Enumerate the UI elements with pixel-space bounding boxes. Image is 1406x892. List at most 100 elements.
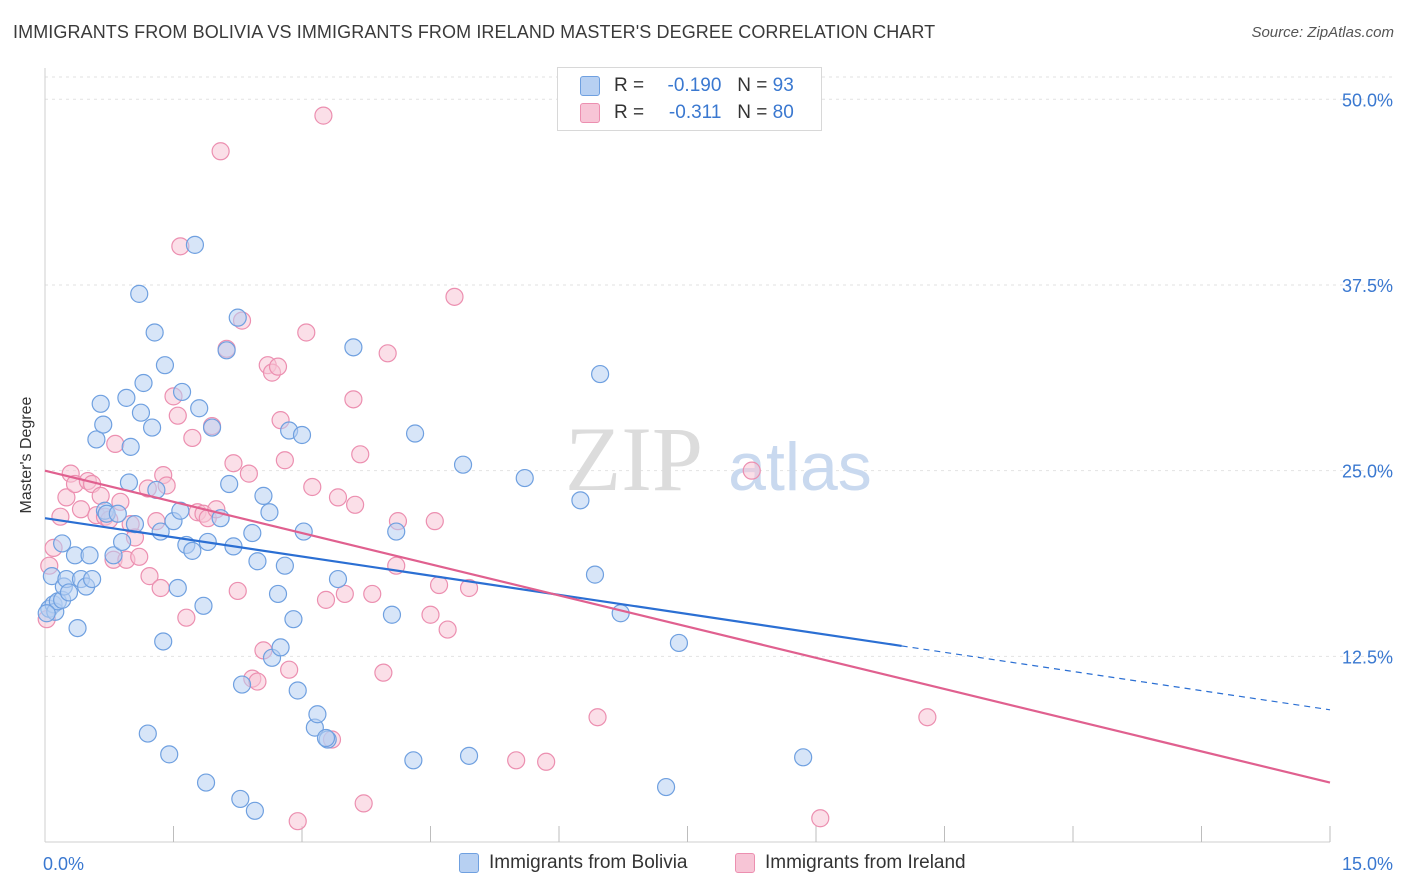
data-point [363, 584, 382, 604]
legend-n-value-bolivia: 93 [772, 75, 794, 96]
trend-line-bolivia-extension [901, 645, 1331, 711]
data-point [140, 567, 159, 586]
legend-row-ireland: R = -0.311 N = 80 [580, 101, 794, 125]
trend-line-ireland [44, 469, 1331, 784]
data-point [177, 608, 196, 627]
data-point [130, 284, 149, 303]
data-point [117, 388, 136, 407]
data-point [131, 403, 151, 422]
legend-row-bolivia: R = -0.190 N = 93 [580, 74, 794, 98]
data-point [94, 415, 113, 434]
data-point [91, 394, 110, 413]
data-point [404, 751, 423, 770]
data-point [271, 638, 290, 657]
data-point [112, 532, 132, 552]
data-point [742, 461, 761, 480]
legend-r-label: R = [614, 75, 645, 96]
data-point [248, 552, 267, 571]
data-point [378, 344, 397, 363]
chart-title: IMMIGRANTS FROM BOLIVIA VS IMMIGRANTS FR… [13, 22, 936, 42]
watermark-zip: ZIP [565, 408, 703, 510]
data-point [316, 728, 336, 748]
trend-line-bolivia [44, 517, 902, 648]
source-credit: Source: ZipAtlas.com [1251, 24, 1394, 41]
data-point [303, 477, 322, 497]
data-point [288, 812, 307, 831]
data-point [171, 501, 190, 520]
data-point [154, 632, 173, 651]
data-point [354, 794, 373, 813]
data-point [260, 503, 279, 522]
data-point [344, 338, 363, 357]
legend-label-ireland: Immigrants from Ireland [765, 852, 966, 873]
legend-swatch-ireland [580, 103, 600, 123]
data-point [232, 675, 252, 694]
data-point [346, 495, 365, 514]
grid-lines [45, 76, 1392, 657]
data-point [160, 745, 179, 764]
data-point [228, 581, 247, 601]
y-tick-label: 50.0% [1342, 90, 1393, 110]
y-tick-label: 25.0% [1342, 462, 1393, 482]
legend-n-label: N = [737, 102, 768, 123]
data-point [104, 546, 123, 565]
legend-r-value-ireland: -0.311 [668, 102, 722, 123]
data-point [168, 406, 187, 425]
data-point [328, 569, 348, 589]
data-point [314, 106, 333, 125]
legend-r-value-bolivia: -0.190 [667, 75, 722, 96]
legend-label-bolivia: Immigrants from Bolivia [489, 852, 688, 873]
legend-item-ireland[interactable]: Immigrants from Ireland [735, 852, 966, 874]
data-point [243, 523, 262, 543]
bolivia-points [37, 235, 813, 820]
data-point [151, 578, 170, 598]
data-point [185, 235, 205, 254]
legend-swatch-ireland [735, 853, 755, 873]
data-point [459, 578, 479, 598]
data-point [811, 809, 830, 828]
data-point [507, 751, 526, 770]
data-point [228, 308, 247, 327]
data-point [284, 610, 303, 629]
data-point [196, 773, 216, 792]
x-tick-label: 15.0% [1342, 854, 1393, 874]
data-point [275, 556, 294, 575]
data-point [268, 357, 288, 376]
legend-item-bolivia[interactable]: Immigrants from Bolivia [459, 852, 688, 874]
data-point [53, 534, 72, 553]
data-point [344, 390, 363, 409]
legend-swatch-bolivia [459, 853, 479, 873]
data-point [108, 504, 127, 523]
data-point [918, 708, 937, 727]
data-point [130, 547, 149, 566]
data-point [585, 565, 605, 584]
data-point [387, 522, 406, 541]
data-point [459, 746, 479, 765]
data-point [145, 323, 164, 342]
data-point [106, 434, 125, 454]
data-point [429, 575, 449, 595]
legend-r-label: R = [614, 102, 645, 123]
data-point [183, 428, 202, 448]
data-point [245, 801, 264, 820]
data-point [537, 752, 556, 771]
data-point [51, 507, 70, 526]
data-point [328, 488, 348, 507]
data-point [425, 512, 444, 531]
data-point [194, 596, 213, 615]
data-point [142, 418, 162, 437]
data-point [288, 681, 307, 700]
stats-legend: R = -0.190 N = 93 R = -0.311 N = 80 [557, 67, 822, 131]
data-point [172, 382, 192, 402]
data-point [224, 454, 243, 473]
data-point [308, 705, 327, 724]
watermark: ZIP atlas [565, 408, 872, 510]
data-point [591, 364, 610, 384]
data-point [71, 500, 91, 519]
data-point [68, 618, 87, 638]
data-point [611, 604, 630, 623]
data-point [87, 430, 106, 449]
data-point [134, 373, 153, 393]
